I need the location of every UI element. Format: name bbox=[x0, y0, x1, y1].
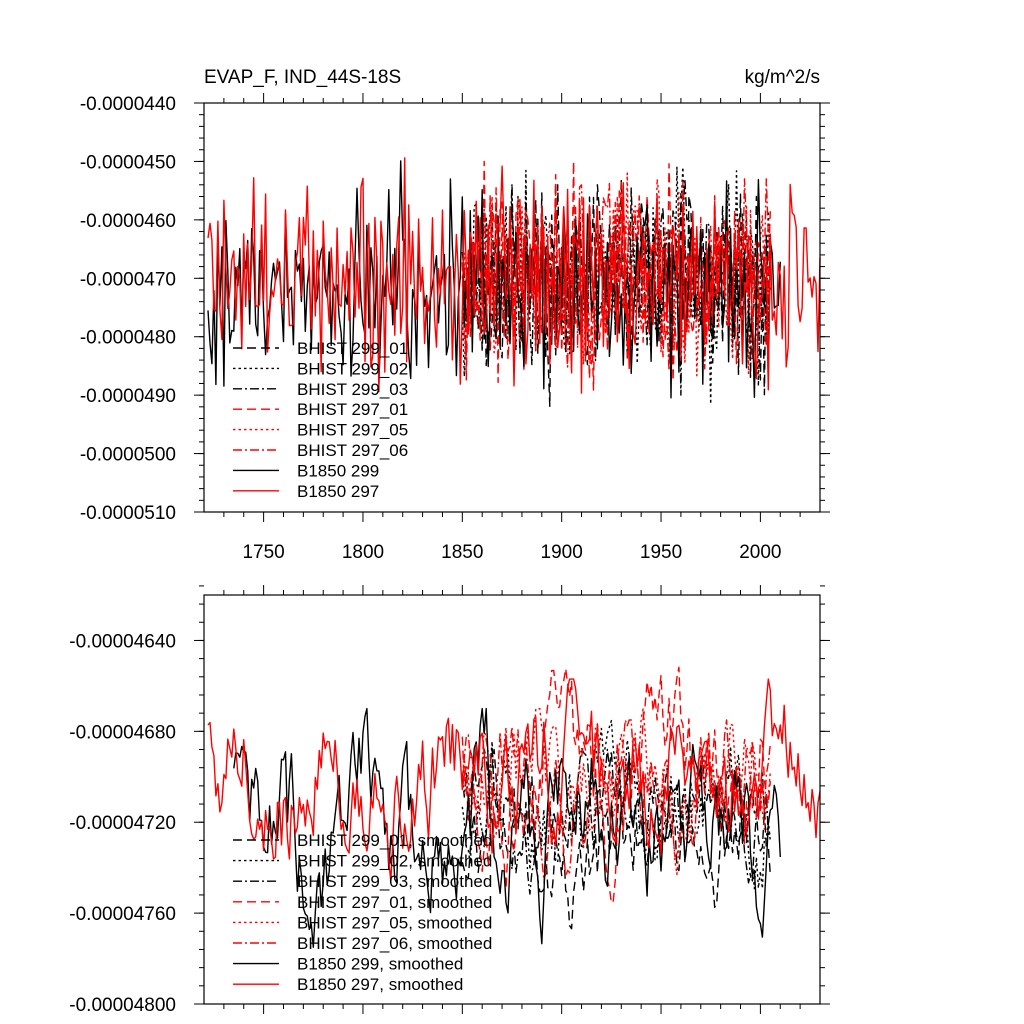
series-line bbox=[461, 172, 771, 377]
y-tick-label: -0.0000470 bbox=[80, 269, 176, 290]
series-line bbox=[461, 178, 771, 372]
legend-label: BHIST 299_02, smoothed bbox=[297, 852, 492, 871]
legend-label: BHIST 297_06, smoothed bbox=[297, 934, 492, 953]
series-line bbox=[207, 678, 821, 882]
legend: BHIST 299_01, smoothed BHIST 299_02, smoo… bbox=[233, 831, 492, 994]
series-line bbox=[233, 707, 781, 948]
legend-label: BHIST 297_06 bbox=[297, 441, 408, 460]
y-tick-label: -0.0000490 bbox=[80, 386, 176, 407]
series-line bbox=[207, 157, 821, 394]
legend-label: BHIST 297_05 bbox=[297, 421, 408, 440]
series-line bbox=[461, 707, 771, 876]
legend-label: BHIST 297_01 bbox=[297, 400, 408, 419]
x-tick-label: 1900 bbox=[541, 542, 583, 563]
axes: -0.00004640 -0.00004680 -0.00004720 -0.0000… bbox=[69, 585, 830, 1016]
legend-label: BHIST 299_02 bbox=[297, 359, 408, 378]
legend-label: BHIST 299_01, smoothed bbox=[297, 831, 492, 850]
x-tick-label: 1800 bbox=[342, 542, 384, 563]
axes: 1750 1800 1850 1900 1950 2000 -0.0000440 -0.000… bbox=[80, 93, 830, 563]
lower-panel: -0.00004640 -0.00004680 -0.00004720 -0.0000… bbox=[69, 585, 830, 1016]
y-tick-label: -0.0000440 bbox=[80, 94, 176, 115]
y-tick-label: -0.0000510 bbox=[80, 503, 176, 524]
legend-label: BHIST 299_03 bbox=[297, 380, 408, 399]
y-tick-label: -0.00004800 bbox=[69, 995, 176, 1016]
y-tick-label: -0.00004760 bbox=[69, 904, 176, 925]
x-tick-label: 1850 bbox=[441, 542, 483, 563]
legend-label: BHIST 297_01, smoothed bbox=[297, 893, 492, 912]
y-tick-label: -0.00004720 bbox=[69, 813, 176, 834]
x-tick-label: 2000 bbox=[739, 542, 781, 563]
plot-frame bbox=[203, 594, 821, 1005]
legend-label: B1850 299, smoothed bbox=[297, 955, 463, 974]
legend-label: B1850 297 bbox=[297, 482, 379, 501]
legend-label: BHIST 299_03, smoothed bbox=[297, 872, 492, 891]
legend-label: BHIST 299_01 bbox=[297, 339, 408, 358]
legend-label: B1850 297, smoothed bbox=[297, 975, 463, 994]
y-tick-label: -0.0000460 bbox=[80, 211, 176, 232]
y-tick-label: -0.0000500 bbox=[80, 445, 176, 466]
y-tick-label: -0.00004680 bbox=[69, 722, 176, 743]
panel-title: EVAP_F, IND_44S-18S bbox=[204, 67, 401, 88]
y-tick-label: -0.0000480 bbox=[80, 328, 176, 349]
upper-panel: EVAP_F, IND_44S-18S kg/m^2/s 1750 1800 185… bbox=[80, 67, 830, 563]
y-tick-label: -0.0000450 bbox=[80, 152, 176, 173]
legend-label: B1850 299 bbox=[297, 461, 379, 480]
legend-label: BHIST 297_05, smoothed bbox=[297, 913, 492, 932]
y-tick-label: -0.00004640 bbox=[69, 631, 176, 652]
series-group bbox=[207, 157, 821, 407]
x-tick-label: 1950 bbox=[640, 542, 682, 563]
series-group bbox=[207, 666, 821, 948]
x-tick-label: 1750 bbox=[242, 542, 284, 563]
plot-frame bbox=[203, 102, 821, 513]
panel-units: kg/m^2/s bbox=[745, 67, 820, 88]
